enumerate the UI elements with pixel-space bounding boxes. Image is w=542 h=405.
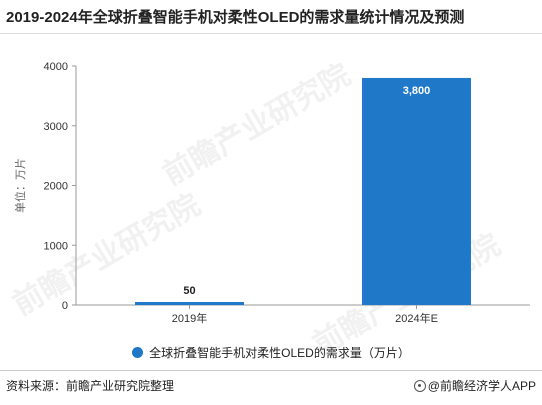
data-label: 3,800	[403, 85, 431, 97]
source-note: 资料来源：前瞻产业研究院整理	[6, 379, 175, 393]
title-divider	[0, 33, 542, 34]
brand-logo-icon	[413, 380, 426, 392]
brand-credit: @前瞻经济学人APP	[413, 377, 536, 394]
bar	[362, 77, 471, 305]
y-tick-label: 3000	[44, 121, 68, 133]
y-tick-label: 1000	[44, 240, 68, 252]
legend: 全球折叠智能手机对柔性OLED的需求量（万片）	[0, 344, 542, 361]
legend-label: 全球折叠智能手机对柔性OLED的需求量（万片）	[149, 346, 410, 360]
x-tick-label: 2019年	[172, 311, 207, 325]
bar	[135, 302, 244, 305]
legend-swatch	[132, 347, 144, 358]
x-tick-label: 2024年E	[395, 311, 438, 325]
chart-title: 2019-2024年全球折叠智能手机对柔性OLED的需求量统计情况及预测	[6, 9, 465, 26]
bar-chart: 0 1000 2000 3000 4000 单位：万片 2019年 50 2024年E 3,800	[13, 61, 530, 325]
y-tick-label: 0	[62, 300, 68, 312]
y-tick-label: 4000	[44, 61, 68, 73]
data-label: 50	[183, 285, 195, 297]
y-tick-label: 2000	[44, 181, 68, 193]
brand-text: @前瞻经济学人APP	[427, 379, 536, 393]
y-axis-label: 单位：万片	[13, 158, 27, 213]
footer-divider	[0, 370, 542, 371]
